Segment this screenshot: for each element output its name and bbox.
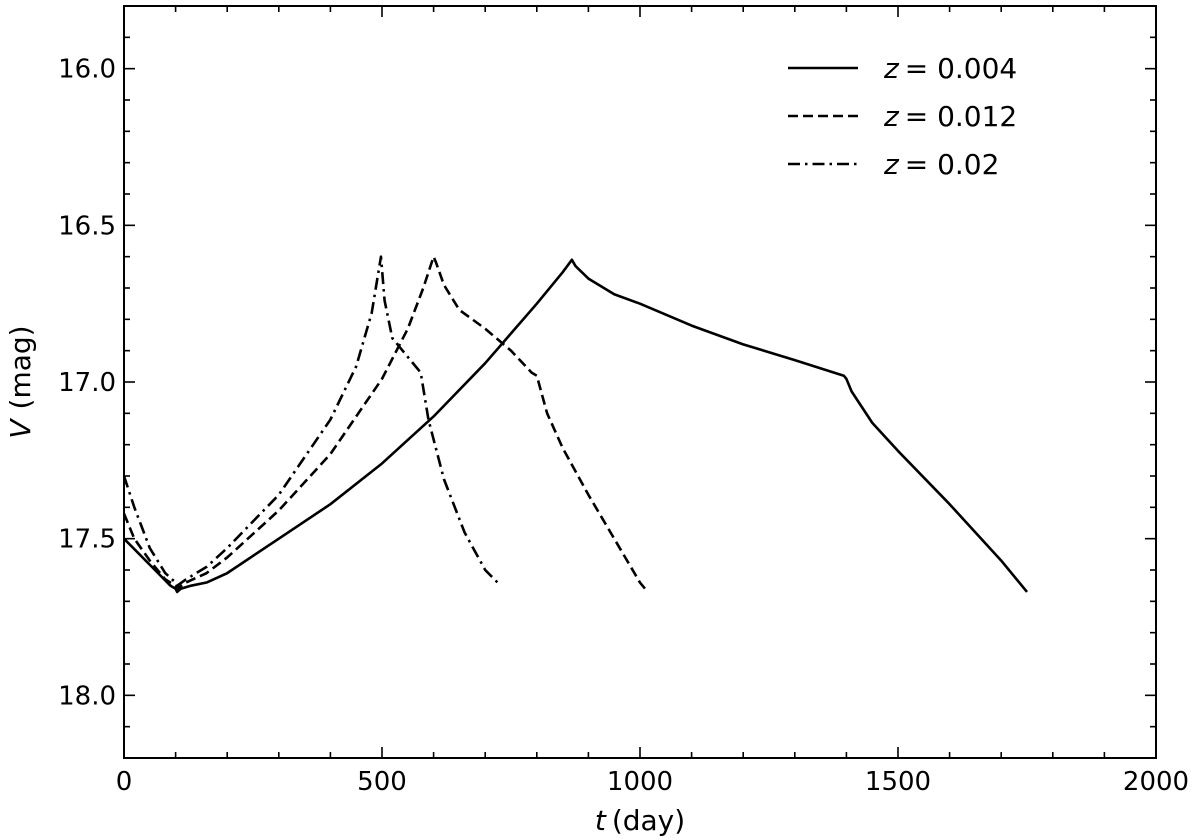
y-tick-label: 16.0 <box>58 55 116 85</box>
x-tick-label: 1500 <box>865 767 931 797</box>
legend-label-2: z = 0.012 <box>883 100 1017 133</box>
legend: z = 0.004 z = 0.012 z = 0.02 <box>788 52 1017 181</box>
y-tick-label: 18.0 <box>58 681 116 711</box>
x-tick-label: 0 <box>116 767 133 797</box>
series-line-1 <box>123 258 1029 594</box>
x-tick-label: 500 <box>357 767 407 797</box>
axis-ticks <box>123 5 1157 759</box>
series-lines <box>122 255 1029 594</box>
y-tick-label: 17.0 <box>58 368 116 398</box>
y-axis-label: V(mag) <box>4 325 37 438</box>
series-line-3 <box>122 255 502 587</box>
tick-labels: 0 500 1000 1500 2000 16.0 16.5 17.0 17.5 18.0 <box>58 55 1189 797</box>
x-tick-label: 2000 <box>1123 767 1189 797</box>
legend-label-3: z = 0.02 <box>883 148 999 181</box>
y-tick-label: 16.5 <box>58 211 116 241</box>
series-line-2 <box>122 255 647 591</box>
y-tick-label: 17.5 <box>58 525 116 555</box>
legend-label-1: z = 0.004 <box>883 52 1017 85</box>
x-axis-label: t (day) <box>595 804 685 837</box>
x-tick-label: 1000 <box>607 767 673 797</box>
